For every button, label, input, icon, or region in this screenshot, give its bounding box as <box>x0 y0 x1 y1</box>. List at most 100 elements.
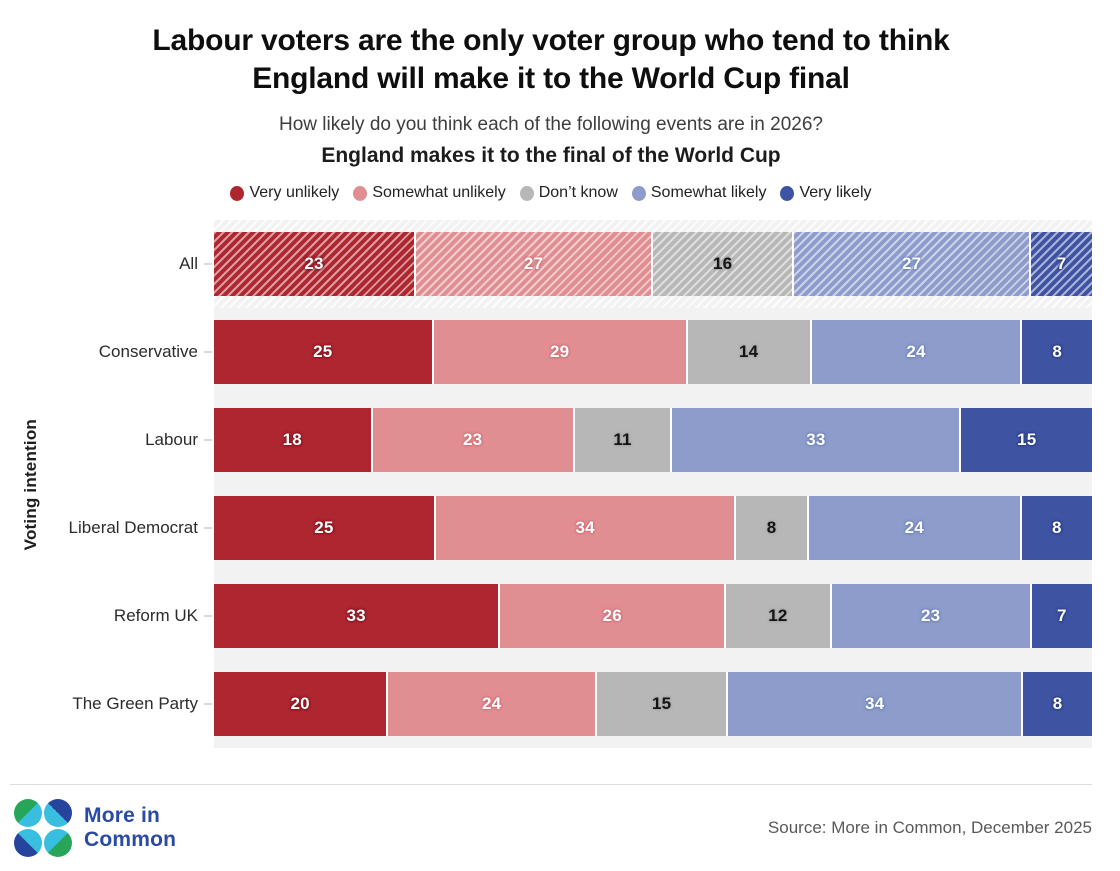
stacked-bar: 25 29 14 24 8 <box>214 320 1092 385</box>
plot-band: 33 26 12 23 7 <box>214 572 1092 661</box>
logo-petal-icon <box>44 829 72 857</box>
legend-swatch-icon <box>780 185 795 201</box>
bar-segment: 7 <box>1029 232 1093 297</box>
stacked-bar: 18 23 11 33 15 <box>214 408 1092 473</box>
legend-item: Don’t know <box>519 184 618 202</box>
bar-segment: 25 <box>214 496 434 561</box>
axis-tick <box>204 527 212 530</box>
axis-tick <box>204 263 212 266</box>
segment-value: 33 <box>346 606 366 626</box>
legend-label: Very unlikely <box>249 184 340 202</box>
segment-value: 34 <box>865 694 885 714</box>
category-cell: Conservative <box>52 308 214 396</box>
plot-band: 23 27 16 27 7 <box>214 220 1093 309</box>
logo-text: More in Common <box>84 804 176 852</box>
segment-value: 27 <box>523 254 544 274</box>
footer: More in Common Source: More in Common, De… <box>10 784 1092 857</box>
logo-mark-icon <box>14 799 72 857</box>
segment-value: 25 <box>314 518 334 538</box>
category-label: Conservative <box>98 342 198 362</box>
segment-value: 23 <box>920 606 941 626</box>
bar-segment: 29 <box>431 320 686 385</box>
bar-segment: 14 <box>685 320 810 385</box>
bar-row: Conservative 25 29 14 24 8 <box>52 308 1092 397</box>
axis-tick <box>204 439 212 442</box>
legend-item: Somewhat likely <box>631 184 767 202</box>
y-axis-title: Voting intention <box>21 418 40 550</box>
segment-value: 24 <box>904 518 924 538</box>
stacked-bar: 33 26 12 23 7 <box>214 584 1092 649</box>
bar-segment: 23 <box>829 584 1030 649</box>
segment-value: 7 <box>1056 254 1067 274</box>
logo-text-line-1: More in <box>84 803 161 827</box>
segment-value: 26 <box>602 606 622 626</box>
bar-segment: 26 <box>498 584 725 649</box>
axis-tick <box>204 615 212 618</box>
category-label: Reform UK <box>113 606 198 626</box>
bar-segment: 15 <box>959 408 1092 473</box>
bar-segment: 24 <box>806 496 1020 561</box>
logo-petal-icon <box>14 829 42 857</box>
stacked-bar: 23 27 16 27 7 <box>214 232 1093 297</box>
axis-tick <box>204 351 212 354</box>
bar-segment: 8 <box>1021 672 1092 737</box>
segment-value: 18 <box>282 430 302 450</box>
category-cell: Labour <box>52 396 214 484</box>
category-label: Liberal Democrat <box>68 518 198 538</box>
legend-swatch-icon <box>230 185 245 201</box>
bar-segment: 33 <box>214 584 499 649</box>
survey-question: How likely do you think each of the foll… <box>279 114 823 136</box>
legend-swatch-icon <box>631 185 646 201</box>
bar-segment: 20 <box>214 672 387 737</box>
bar-segment: 8 <box>1020 320 1092 385</box>
bar-segment: 23 <box>370 408 573 473</box>
y-axis-title-wrap: Voting intention <box>10 220 52 748</box>
segment-value: 15 <box>651 694 672 714</box>
category-cell: The Green Party <box>52 660 214 748</box>
segment-value: 11 <box>613 430 632 450</box>
legend-label: Somewhat likely <box>650 184 767 202</box>
segment-value: 8 <box>1052 518 1062 538</box>
page-title: Labour voters are the only voter group w… <box>10 22 1092 98</box>
segment-value: 34 <box>575 518 595 538</box>
segment-value: 27 <box>902 254 922 274</box>
legend-label: Somewhat unlikely <box>372 184 506 202</box>
stacked-bar: 25 34 8 24 8 <box>214 496 1092 561</box>
category-label: All <box>179 254 198 274</box>
logo-petal-icon <box>14 799 42 827</box>
bar-segment: 15 <box>595 672 727 737</box>
legend-item: Very unlikely <box>230 184 339 202</box>
bar-segment: 34 <box>726 672 1022 737</box>
bar-segment: 27 <box>414 232 651 297</box>
bar-segment: 23 <box>214 232 415 297</box>
bar-segment: 33 <box>670 408 960 473</box>
segment-value: 24 <box>906 342 926 362</box>
bar-segment: 12 <box>724 584 830 649</box>
segment-value: 16 <box>712 254 733 274</box>
legend-swatch-icon <box>353 185 368 201</box>
plot-band: 25 34 8 24 8 <box>214 484 1092 573</box>
bar-segment: 8 <box>734 496 807 561</box>
bar-row: The Green Party 20 24 15 34 8 <box>52 660 1092 749</box>
bar-segment: 24 <box>809 320 1021 385</box>
segment-value: 12 <box>768 606 788 626</box>
stacked-bar-chart: Voting intention All 23 27 16 27 7 Conservativ… <box>10 220 1093 749</box>
bar-segment: 34 <box>433 496 735 561</box>
bar-row: Reform UK 33 26 12 23 7 <box>52 572 1092 661</box>
stacked-bar: 20 24 15 34 8 <box>214 672 1092 737</box>
bar-row: All 23 27 16 27 7 <box>52 220 1093 309</box>
segment-value: 20 <box>290 694 310 714</box>
chart-subtitle: England makes it to the final of the Wor… <box>321 144 781 168</box>
bar-segment: 24 <box>386 672 596 737</box>
bar-segment: 11 <box>572 408 671 473</box>
source-note: Source: More in Common, December 2025 <box>767 818 1092 837</box>
legend-item: Somewhat unlikely <box>353 184 506 202</box>
segment-value: 23 <box>462 430 483 450</box>
segment-value: 15 <box>1017 430 1037 450</box>
legend-label: Very likely <box>799 184 872 202</box>
segment-value: 8 <box>766 518 777 538</box>
category-cell: All <box>52 220 214 308</box>
segment-value: 25 <box>313 342 333 362</box>
legend-label: Don’t know <box>538 184 618 202</box>
